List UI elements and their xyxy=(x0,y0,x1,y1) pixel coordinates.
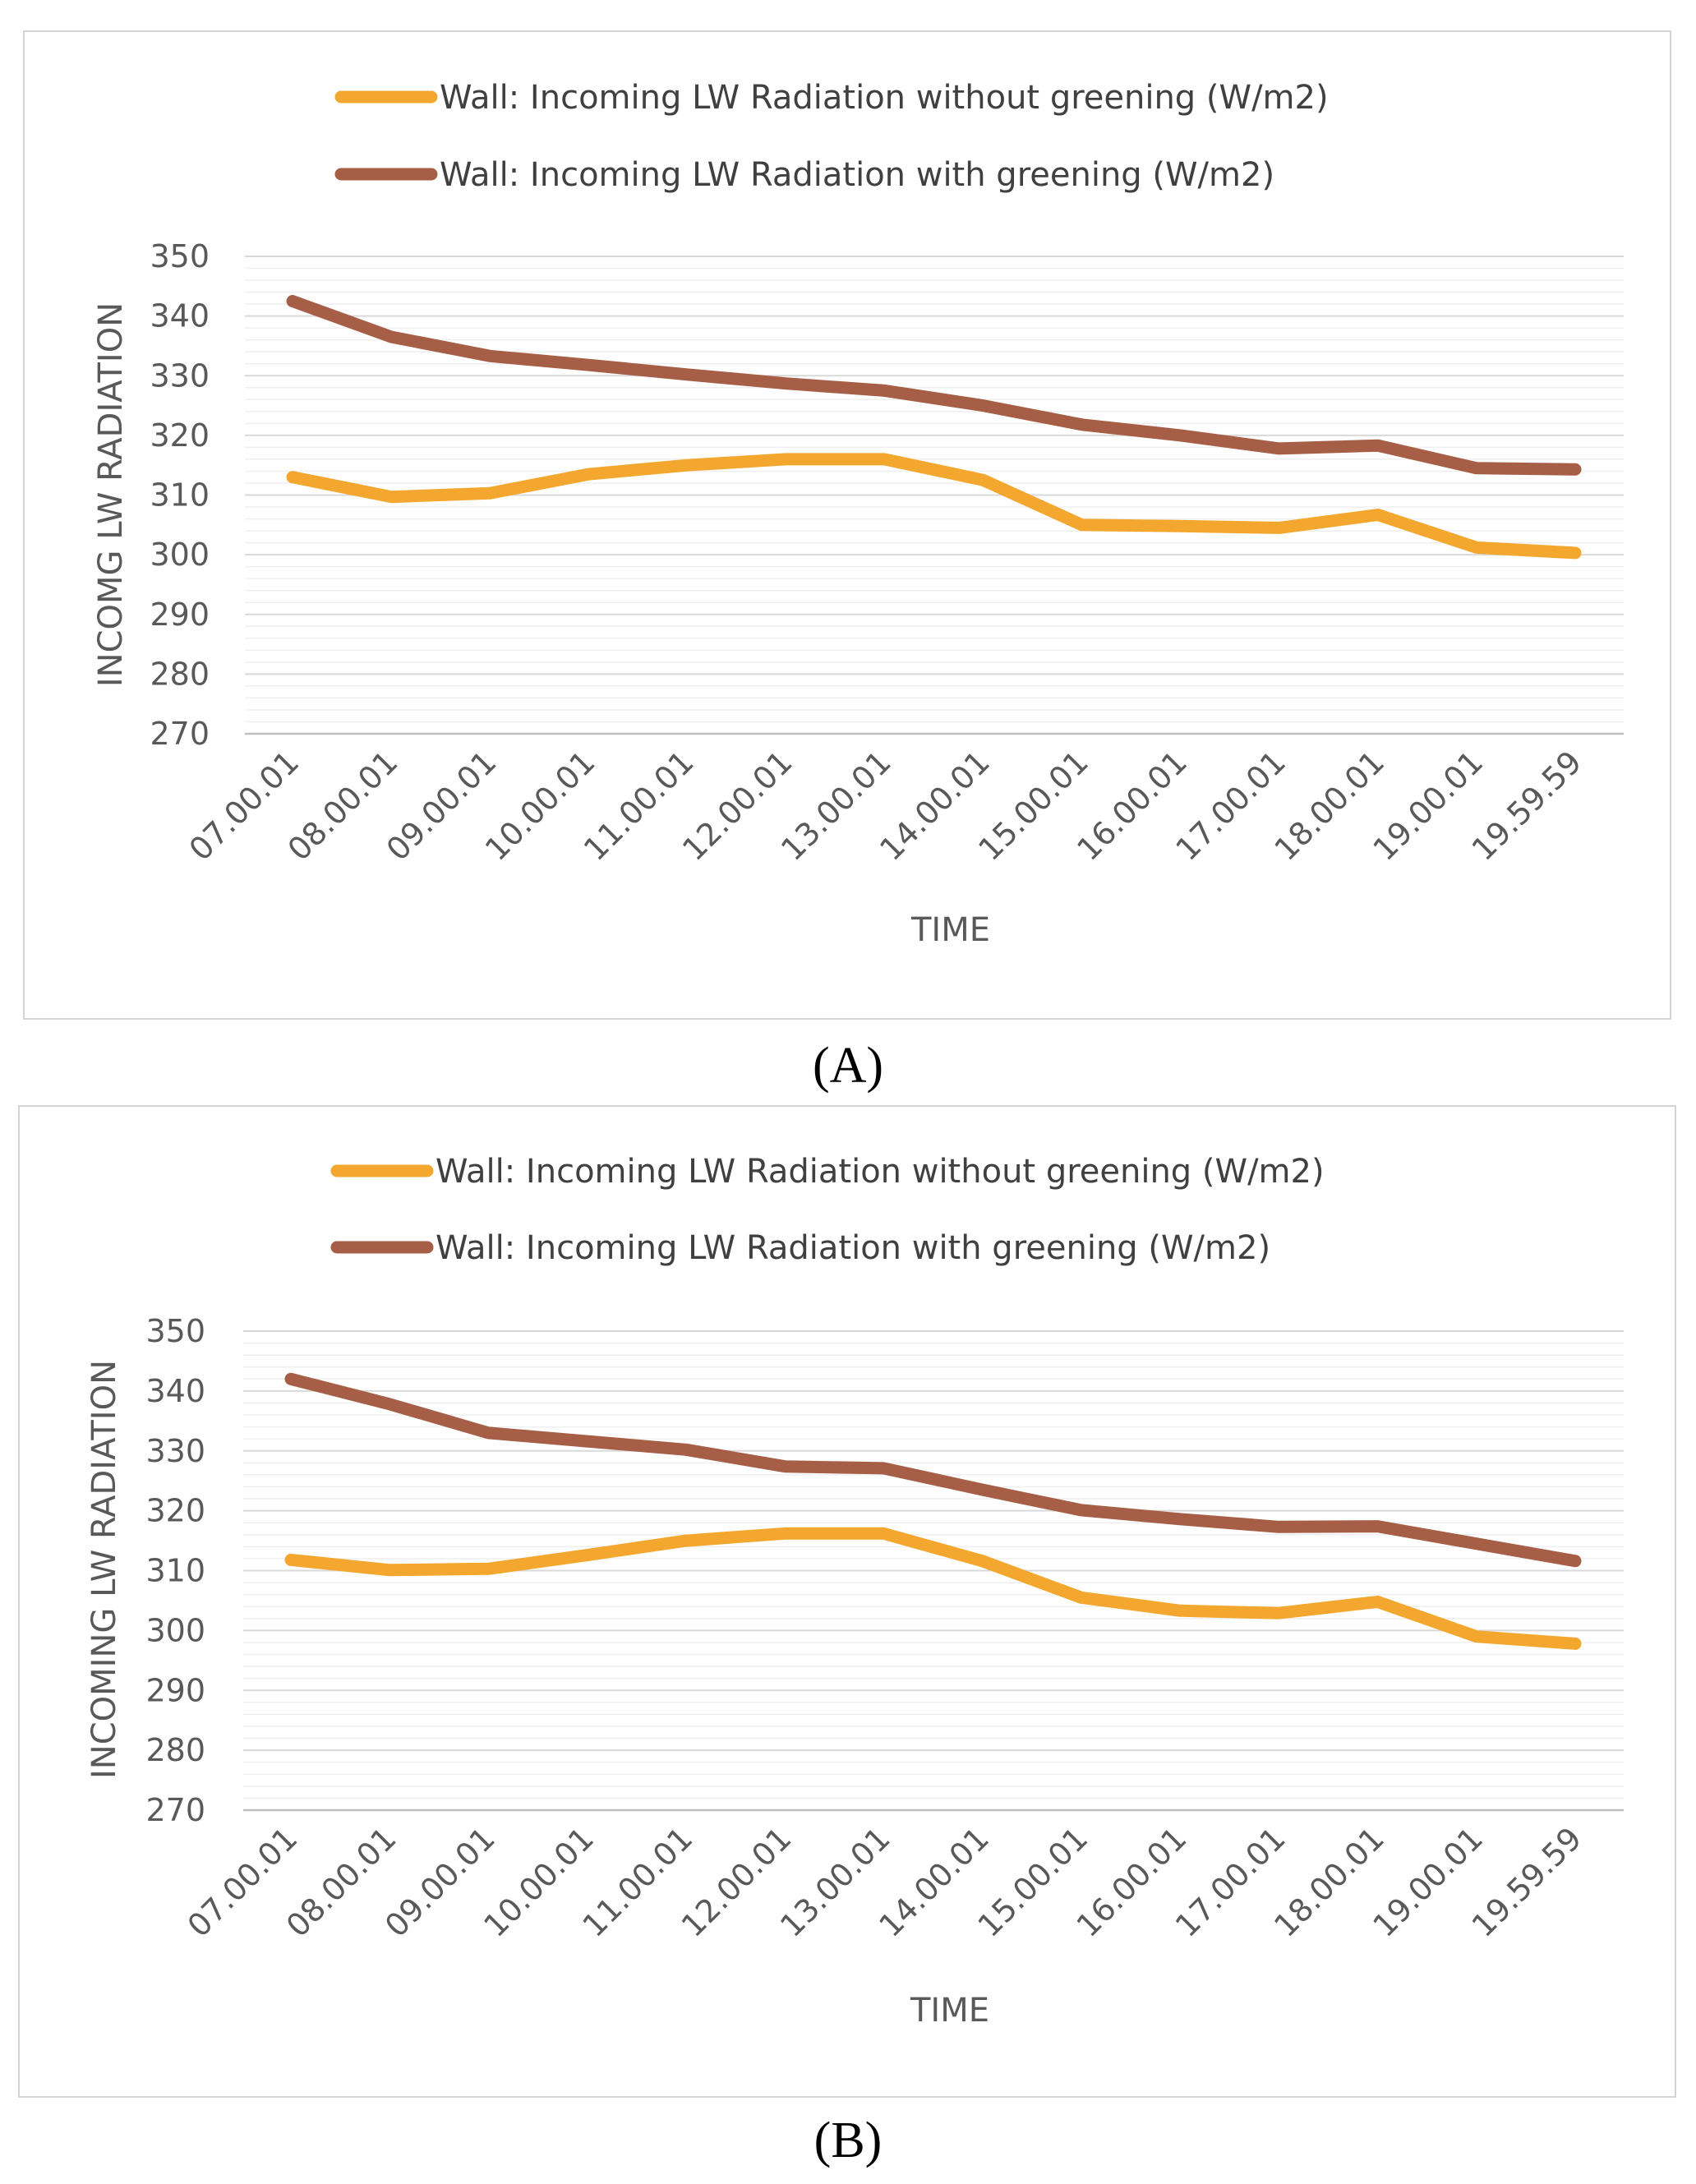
y-axis-title: INCOMING LW RADIATION xyxy=(85,1360,123,1779)
y-tick-label: 280 xyxy=(145,1732,205,1768)
y-tick-label: 280 xyxy=(150,656,210,692)
y-axis-title: INCOMG LW RADIATION xyxy=(92,302,130,687)
panel-label-a: (A) xyxy=(812,1038,884,1094)
y-tick-label: 340 xyxy=(150,298,210,334)
y-tick-label: 300 xyxy=(145,1612,205,1648)
y-tick-label: 310 xyxy=(145,1553,205,1589)
x-axis-title: TIME xyxy=(910,1992,989,2030)
y-tick-label: 290 xyxy=(145,1672,205,1708)
panel-label-b: (B) xyxy=(813,2113,883,2168)
legend-label: Wall: Incoming LW Radiation without gree… xyxy=(440,79,1329,117)
y-tick-label: 270 xyxy=(145,1792,205,1828)
x-axis-title: TIME xyxy=(910,911,990,949)
y-tick-label: 340 xyxy=(145,1373,205,1409)
y-tick-label: 350 xyxy=(150,238,210,274)
y-tick-label: 320 xyxy=(150,417,210,454)
y-tick-label: 270 xyxy=(150,716,210,752)
y-tick-label: 310 xyxy=(150,477,210,514)
series-line-with-greening xyxy=(286,295,1582,476)
y-tick-label: 350 xyxy=(145,1313,205,1349)
y-tick-label: 330 xyxy=(150,357,210,394)
series-line-without-greening xyxy=(286,453,1582,560)
y-tick-label: 330 xyxy=(145,1433,205,1469)
legend-label: Wall: Incoming LW Radiation without gree… xyxy=(436,1153,1325,1191)
x-tick-label: 19.59.59 xyxy=(1465,1820,1589,1944)
y-tick-label: 300 xyxy=(150,537,210,573)
chart-a: 27028029030031032033034035007.00.0108.00… xyxy=(92,79,1624,949)
y-tick-label: 320 xyxy=(145,1493,205,1529)
legend-label: Wall: Incoming LW Radiation with greenin… xyxy=(436,1229,1270,1267)
x-tick-label: 19.59.59 xyxy=(1465,744,1589,868)
series-line-without-greening xyxy=(284,1527,1582,1650)
y-tick-label: 290 xyxy=(150,597,210,633)
series-line-with-greening xyxy=(284,1372,1582,1568)
chart-b: 27028029030031032033034035007.00.0108.00… xyxy=(85,1153,1624,2030)
chart-b-frame xyxy=(18,1105,1676,2098)
legend-label: Wall: Incoming LW Radiation with greenin… xyxy=(440,156,1274,194)
